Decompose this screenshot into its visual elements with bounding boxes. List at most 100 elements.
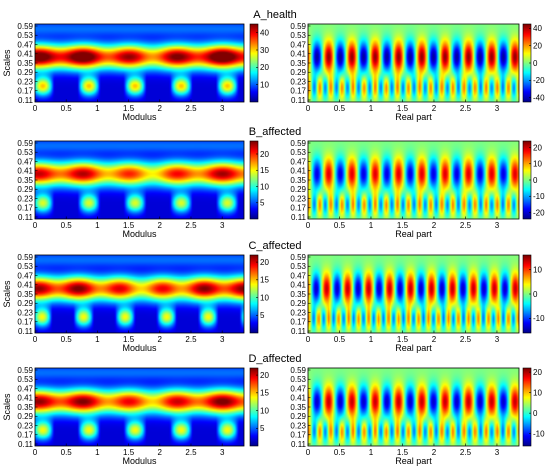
modulus-colorbar bbox=[250, 141, 258, 219]
xtick-label: 0 bbox=[33, 335, 38, 344]
ytick-label: 0.47 bbox=[290, 157, 306, 166]
real-heatmap bbox=[308, 368, 519, 446]
ytick-label: 0.53 bbox=[290, 375, 306, 384]
ytick-label: 0.17 bbox=[17, 204, 33, 213]
ylabel-scales: Scales bbox=[2, 280, 12, 308]
colorbar-tick-label: -40 bbox=[533, 93, 545, 102]
colorbar-tick-label: 40 bbox=[260, 28, 269, 37]
colorbar-tick-label: 30 bbox=[260, 46, 269, 55]
ytick-label: 0.41 bbox=[290, 281, 306, 290]
modulus-colorbar-frame bbox=[249, 367, 259, 447]
xtick-label: 2.5 bbox=[460, 448, 472, 457]
colorbar-tick-label: 5 bbox=[260, 424, 265, 433]
xtick-label: 3 bbox=[220, 448, 225, 457]
ytick-label: 0.53 bbox=[17, 262, 33, 271]
ytick-label: 0.11 bbox=[291, 327, 307, 336]
ytick-label: 0.53 bbox=[17, 375, 33, 384]
colorbar-tick-label: 20 bbox=[260, 150, 269, 159]
colorbar-tick-label: 10 bbox=[260, 406, 269, 415]
xtick-label: 2 bbox=[158, 221, 163, 230]
xtick-label: 1 bbox=[95, 221, 100, 230]
ylabel-scales: Scales bbox=[2, 49, 12, 77]
ytick-label: 0.59 bbox=[17, 139, 33, 148]
ytick-label: 0.35 bbox=[17, 290, 33, 299]
xtick-label: 0.5 bbox=[334, 335, 346, 344]
ytick-label: 0.53 bbox=[17, 148, 33, 157]
ylabel-scales: Scales bbox=[2, 393, 12, 421]
ytick-label: 0.53 bbox=[17, 31, 33, 40]
colorbar-tick-label: 0 bbox=[533, 409, 538, 418]
ytick-label: 0.41 bbox=[17, 167, 33, 176]
colorbar-tick-label: 15 bbox=[260, 276, 269, 285]
colorbar-tick-label: 40 bbox=[533, 24, 542, 33]
real-colorbar bbox=[523, 141, 531, 219]
ytick-label: 0.29 bbox=[290, 185, 306, 194]
xtick-label: 1.5 bbox=[123, 221, 135, 230]
ytick-label: 0.41 bbox=[17, 394, 33, 403]
xtick-label: 3 bbox=[495, 448, 500, 457]
ytick-label: 0.29 bbox=[290, 68, 306, 77]
modulus-colorbar bbox=[250, 368, 258, 446]
xtick-label: 0 bbox=[306, 221, 311, 230]
colorbar-tick-label: -20 bbox=[533, 208, 545, 217]
modulus-heatmap bbox=[35, 141, 244, 219]
ytick-label: 0.23 bbox=[290, 77, 306, 86]
ytick-label: 0.23 bbox=[17, 421, 33, 430]
real-xlabel: Real part bbox=[395, 456, 432, 466]
xtick-label: 0 bbox=[306, 104, 311, 113]
xtick-label: 1 bbox=[95, 335, 100, 344]
xtick-label: 1.5 bbox=[397, 104, 409, 113]
ytick-label: 0.17 bbox=[290, 204, 306, 213]
ytick-label: 0.23 bbox=[290, 194, 306, 203]
xtick-label: 1.5 bbox=[123, 335, 135, 344]
xtick-label: 2.5 bbox=[460, 221, 472, 230]
colorbar-tick-label: 10 bbox=[260, 80, 269, 89]
ytick-label: 0.23 bbox=[290, 421, 306, 430]
ytick-label: 0.59 bbox=[17, 253, 33, 262]
real-colorbar bbox=[523, 24, 531, 102]
xtick-label: 3 bbox=[220, 104, 225, 113]
ytick-label: 0.29 bbox=[17, 68, 33, 77]
colorbar-tick-label: 20 bbox=[260, 63, 269, 72]
xtick-label: 3 bbox=[220, 335, 225, 344]
modulus-xlabel: Modulus bbox=[122, 456, 157, 466]
colorbar-tick-label: 10 bbox=[533, 160, 542, 169]
ytick-label: 0.53 bbox=[290, 262, 306, 271]
ytick-label: 0.11 bbox=[18, 96, 34, 105]
ytick-label: 0.59 bbox=[17, 22, 33, 31]
xtick-label: 1 bbox=[369, 335, 374, 344]
ytick-label: 0.11 bbox=[18, 440, 34, 449]
ytick-label: 0.41 bbox=[290, 167, 306, 176]
xtick-label: 0.5 bbox=[334, 221, 346, 230]
real-heatmap bbox=[308, 141, 519, 219]
xtick-label: 2 bbox=[158, 104, 163, 113]
xtick-label: 1 bbox=[369, 448, 374, 457]
xtick-label: 0 bbox=[306, 335, 311, 344]
ytick-label: 0.35 bbox=[17, 59, 33, 68]
modulus-heatmap bbox=[35, 255, 244, 333]
ytick-label: 0.35 bbox=[17, 403, 33, 412]
colorbar-tick-label: 5 bbox=[260, 199, 265, 208]
ytick-label: 0.41 bbox=[17, 281, 33, 290]
modulus-xlabel: Modulus bbox=[122, 229, 157, 239]
xtick-label: 0 bbox=[306, 448, 311, 457]
xtick-label: 0.5 bbox=[334, 448, 346, 457]
chart-title: D_affected bbox=[248, 353, 301, 365]
colorbar-tick-label: 10 bbox=[260, 182, 269, 191]
xtick-label: 1 bbox=[369, 104, 374, 113]
xtick-label: 0.5 bbox=[61, 335, 73, 344]
xtick-label: 0 bbox=[33, 221, 38, 230]
xtick-label: 3 bbox=[495, 104, 500, 113]
real-xlabel: Real part bbox=[395, 112, 432, 122]
xtick-label: 2 bbox=[158, 448, 163, 457]
colorbar-tick-label: -10 bbox=[533, 314, 545, 323]
colorbar-tick-label: 20 bbox=[533, 143, 542, 152]
real-panel: 0.590.530.470.410.350.290.230.170.110 0.5… bbox=[290, 253, 545, 353]
ytick-label: 0.17 bbox=[290, 87, 306, 96]
xtick-label: 2.5 bbox=[460, 335, 472, 344]
ytick-label: 0.29 bbox=[17, 299, 33, 308]
ytick-label: 0.17 bbox=[17, 318, 33, 327]
ytick-label: 0.29 bbox=[17, 412, 33, 421]
colorbar-tick-label: 10 bbox=[533, 265, 542, 274]
